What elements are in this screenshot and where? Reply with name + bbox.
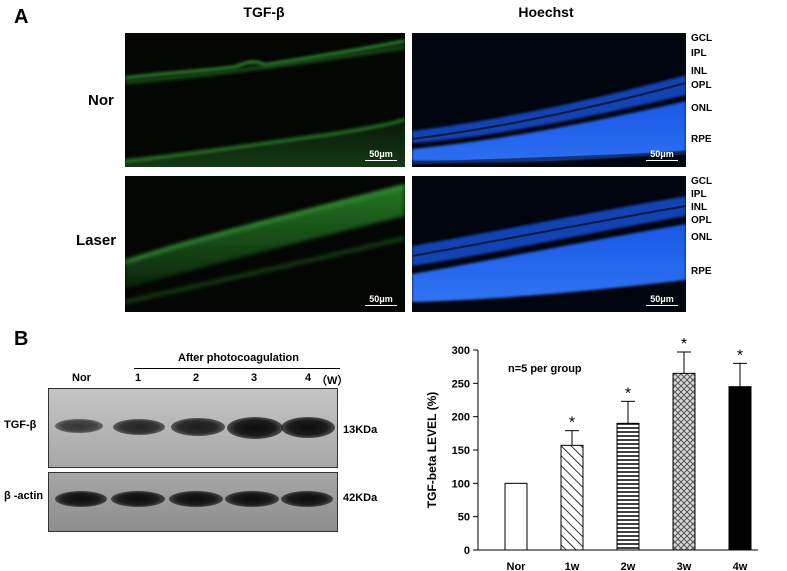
y-tick-label: 300 <box>452 345 470 357</box>
x-tick-label: 3w <box>677 561 692 571</box>
blot-band-tgf <box>55 419 103 433</box>
blot-band-tgf <box>113 419 165 435</box>
y-tick-label: 100 <box>452 478 470 490</box>
y-tick-label: 150 <box>452 445 470 457</box>
layer-label-gcl: GCL <box>691 33 713 44</box>
protein-label-actin: β -actin <box>4 490 44 502</box>
protein-size-actin: 42KDa <box>343 492 378 504</box>
lane-label-4: 4 <box>305 372 312 384</box>
significance-marker: * <box>569 415 575 432</box>
layer-label-ipl: IPL <box>691 48 707 59</box>
scale-bar: 50μm <box>365 294 397 306</box>
blot-band-tgf <box>171 418 225 436</box>
lane-label-nor: Nor <box>72 372 91 384</box>
scale-bar-label: 50μm <box>650 149 674 159</box>
layer-label-opl: OPL <box>691 80 712 91</box>
bar <box>672 372 696 551</box>
layer-label-rpe: RPE <box>691 266 712 277</box>
layer-label-opl: OPL <box>691 215 712 226</box>
blot-band-actin <box>169 491 223 507</box>
layer-label-onl: ONL <box>691 232 713 243</box>
micrograph-laser-hoechst-image <box>412 176 686 312</box>
blot-band-actin <box>111 491 165 507</box>
bar <box>560 444 584 551</box>
y-tick-label: 0 <box>464 545 470 557</box>
column-title-tgf: TGF-β <box>243 4 285 20</box>
significance-marker: * <box>681 336 687 353</box>
scale-bar: 50μm <box>646 149 678 161</box>
bar <box>616 422 640 551</box>
x-tick-label: Nor <box>507 561 527 571</box>
y-tick-label: 50 <box>458 512 470 524</box>
blot-band-actin <box>281 491 333 507</box>
panel-a-label: A <box>14 6 29 28</box>
micrograph-laser-tgf: 50μm <box>125 176 405 312</box>
row-label-nor: Nor <box>88 92 114 109</box>
x-tick-label: 1w <box>565 561 580 571</box>
scale-bar-label: 50μm <box>650 294 674 304</box>
scale-bar: 50μm <box>365 149 397 161</box>
y-tick-label: 250 <box>452 378 470 390</box>
significance-marker: * <box>625 385 631 402</box>
micrograph-nor-hoechst: 50μm <box>412 33 686 167</box>
panel-b-label: B <box>14 328 29 350</box>
scale-bar-label: 50μm <box>369 294 393 304</box>
scale-bar-label: 50μm <box>369 149 393 159</box>
layer-label-gcl: GCL <box>691 176 713 187</box>
blot-strip-tgf <box>48 388 338 468</box>
lane-label-2: 2 <box>193 372 200 384</box>
layer-label-ipl: IPL <box>691 189 707 200</box>
chart-annotation: n=5 per group <box>508 363 582 375</box>
micrograph-laser-hoechst: 50μm <box>412 176 686 312</box>
x-tick-label: 4w <box>733 561 748 571</box>
significance-marker: * <box>737 347 743 364</box>
row-label-laser: Laser <box>76 232 117 249</box>
layer-label-onl: ONL <box>691 103 713 114</box>
blot-band-tgf <box>227 417 283 439</box>
blot-band-actin <box>225 491 279 507</box>
column-title-hoechst: Hoechst <box>518 4 574 20</box>
bar <box>728 386 752 551</box>
protein-label-tgf: TGF-β <box>4 419 37 431</box>
layer-label-inl: INL <box>691 66 708 77</box>
y-axis-label: TGF-beta LEVEL (%) <box>425 392 439 508</box>
layer-label-rpe: RPE <box>691 134 712 145</box>
blot-band-tgf <box>281 417 335 438</box>
x-tick-label: 2w <box>621 561 636 571</box>
micrograph-nor-tgf-image <box>125 33 405 167</box>
lane-label-1: 1 <box>135 372 142 384</box>
lane-label-3: 3 <box>251 372 258 384</box>
y-tick-label: 200 <box>452 412 470 424</box>
micrograph-nor-tgf: 50μm <box>125 33 405 167</box>
bar <box>504 482 528 551</box>
blot-strip-actin <box>48 472 338 532</box>
micrograph-nor-hoechst-image <box>412 33 686 167</box>
layer-label-inl: INL <box>691 202 708 213</box>
scale-bar: 50μm <box>646 294 678 306</box>
protein-size-tgf: 13KDa <box>343 424 378 436</box>
lane-unit-label: （W） <box>316 375 349 387</box>
micrograph-laser-tgf-image <box>125 176 405 312</box>
blot-group-bracket <box>134 368 340 369</box>
blot-group-header: After photocoagulation <box>178 352 299 364</box>
tgf-level-bar-chart: 0 50 100 150 200 250 300 TGF-beta LEVEL (%) n=5 … <box>425 336 758 571</box>
blot-band-actin <box>55 491 107 507</box>
